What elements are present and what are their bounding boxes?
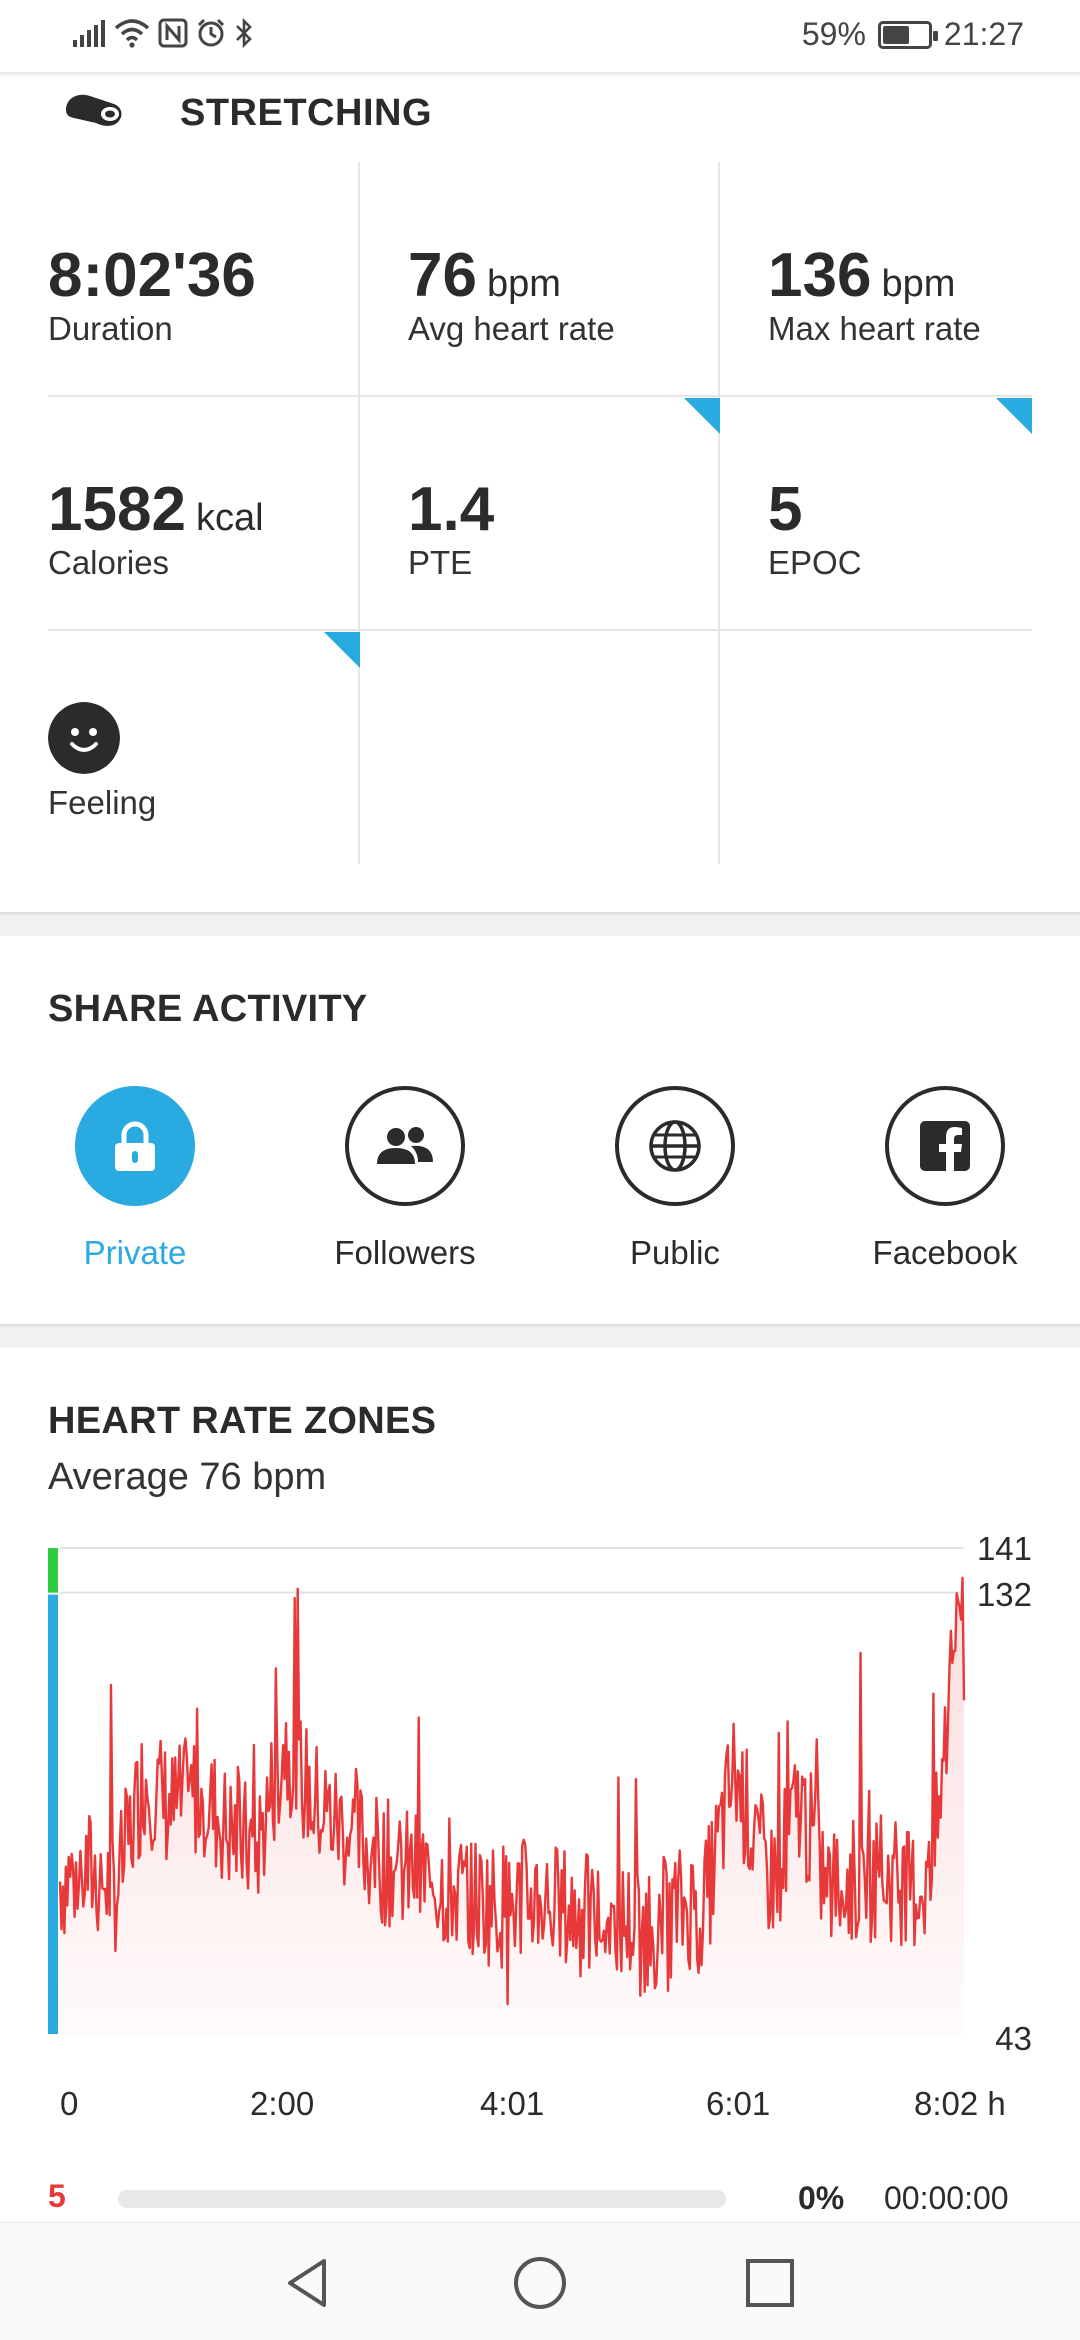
stat-max-hr-value: 136 bpm [768, 241, 956, 310]
zone-strip-low [48, 1594, 58, 2034]
activity-title: STRETCHING [180, 92, 432, 134]
grid-divider [48, 629, 1032, 631]
home-icon[interactable] [510, 2253, 570, 2313]
share-private-button[interactable]: Private [15, 1086, 255, 1286]
battery-fill [882, 25, 909, 44]
y-tick-label: 132 [976, 1576, 1032, 1613]
share-facebook-button[interactable]: Facebook [825, 1086, 1065, 1286]
x-tick-label: 0 [60, 2085, 79, 2122]
stat-duration-value: 8:02'36 [48, 241, 256, 310]
heart-rate-chart[interactable] [0, 1540, 1080, 2120]
nfc-icon [158, 18, 188, 48]
stats-grid: 8:02'36 Duration 76 bpm Avg heart rate 13… [48, 162, 1032, 864]
status-right: 59% 21:27 [802, 16, 1024, 53]
hr-zones-average: Average 76 bpm [48, 1456, 327, 1498]
grid-divider [358, 162, 360, 864]
stat-max-heart-rate[interactable]: 136 bpm Max heart rate [768, 162, 1080, 396]
stat-pte[interactable]: 1.4 PTE [408, 396, 720, 630]
stat-pte-value: 1.4 [408, 475, 495, 544]
stat-max-hr-unit: bpm [881, 263, 956, 305]
x-tick-label: 8:02 h [914, 2085, 1006, 2122]
zone-progress-bar [118, 2190, 726, 2208]
stat-calories-value: 1582 kcal [48, 475, 264, 544]
heart-rate-chart-svg [48, 1547, 966, 2034]
smiley-face-icon[interactable] [48, 702, 120, 774]
expand-corner-marker[interactable] [324, 632, 360, 668]
stat-duration-label: Duration [48, 310, 173, 347]
share-followers-label: Followers [334, 1234, 476, 1271]
hr-zone-row: 5 0% 00:00:00 [0, 2178, 1080, 2222]
stat-avg-hr-label: Avg heart rate [408, 310, 615, 347]
grid-divider [718, 162, 720, 864]
battery-icon [877, 20, 938, 49]
heart-rate-line [58, 1576, 966, 2006]
share-public-circle[interactable] [615, 1086, 735, 1206]
signal-icon [73, 20, 105, 47]
stat-calories-label: Calories [48, 544, 170, 581]
share-facebook-label: Facebook [872, 1234, 1018, 1271]
status-shadow [0, 72, 1080, 78]
zone-strip-high [48, 1548, 58, 1593]
stat-max-hr-label: Max heart rate [768, 310, 981, 347]
grid-divider [48, 395, 1032, 397]
navigation-bar [0, 2222, 1080, 2340]
share-facebook-circle[interactable] [885, 1086, 1005, 1206]
zone-percent: 0% [798, 2180, 845, 2216]
y-tick-label: 43 [995, 2020, 1032, 2057]
stat-avg-hr-value: 76 bpm [408, 241, 561, 310]
stat-feeling-label: Feeling [48, 784, 157, 821]
alarm-icon [197, 18, 225, 47]
globe-icon [649, 1120, 701, 1172]
share-followers-circle[interactable] [345, 1086, 465, 1206]
status-icons [72, 18, 254, 48]
lock-icon [115, 1121, 155, 1171]
share-activity-title: SHARE ACTIVITY [48, 988, 368, 1030]
x-tick-label: 6:01 [706, 2085, 771, 2122]
share-public-label: Public [630, 1234, 720, 1271]
stat-avg-hr-unit: bpm [486, 263, 561, 305]
stat-calories[interactable]: 1582 kcal Calories [48, 396, 360, 630]
x-tick-label: 4:01 [480, 2085, 545, 2122]
facebook-icon [920, 1121, 970, 1171]
expand-corner-marker[interactable] [996, 398, 1032, 434]
stat-epoc-label: EPOC [768, 544, 862, 581]
stretching-icon [66, 94, 122, 126]
zone-number: 5 [48, 2178, 66, 2214]
share-followers-button[interactable]: Followers [285, 1086, 525, 1286]
zone-time: 00:00:00 [884, 2180, 1009, 2216]
expand-corner-marker[interactable] [684, 398, 720, 434]
stat-epoc-value: 5 [768, 475, 803, 544]
stat-duration: 8:02'36 Duration [48, 162, 360, 396]
section-separator [0, 1324, 1080, 1348]
back-icon[interactable] [278, 2253, 338, 2313]
share-private-circle[interactable] [75, 1086, 195, 1206]
stat-pte-label: PTE [408, 544, 473, 581]
wifi-icon [114, 19, 150, 48]
stat-calories-unit: kcal [195, 497, 264, 539]
share-public-button[interactable]: Public [555, 1086, 795, 1286]
share-private-label: Private [83, 1234, 187, 1271]
status-bar: 59% 21:27 [0, 0, 1080, 72]
stat-avg-heart-rate[interactable]: 76 bpm Avg heart rate [408, 162, 720, 396]
section-separator [0, 912, 1080, 936]
heart-rate-area [60, 1577, 964, 2034]
activity-header: STRETCHING [0, 78, 1080, 152]
bluetooth-icon [236, 18, 252, 48]
stat-epoc[interactable]: 5 EPOC [768, 396, 1080, 630]
hr-zones-title: HEART RATE ZONES [48, 1400, 437, 1442]
clock: 21:27 [943, 16, 1024, 52]
battery-percent: 59% [801, 16, 866, 52]
people-icon [377, 1127, 433, 1164]
recents-icon[interactable] [740, 2253, 800, 2313]
y-tick-label: 141 [976, 1530, 1032, 1567]
x-tick-label: 2:00 [250, 2085, 315, 2122]
